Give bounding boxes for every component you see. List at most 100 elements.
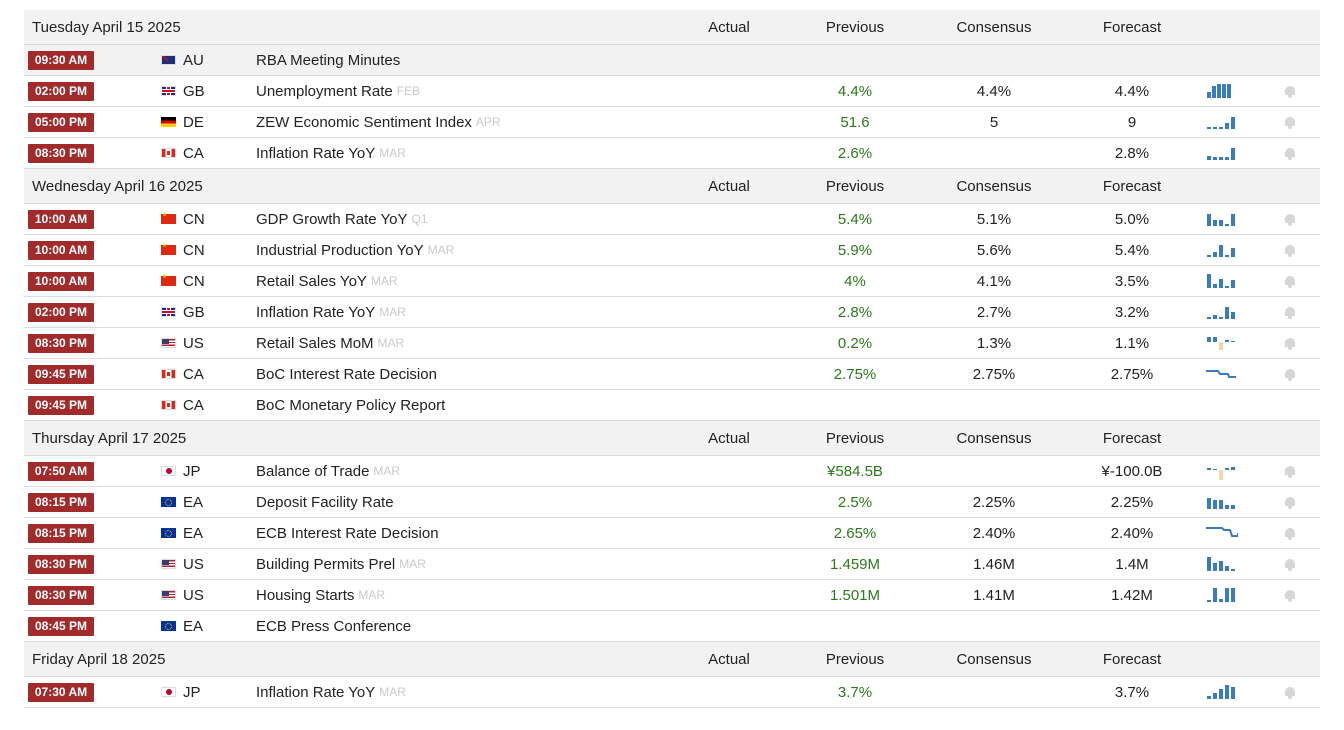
- country-code[interactable]: GB: [183, 303, 205, 321]
- alert-bell-button[interactable]: [1284, 204, 1298, 234]
- country-code[interactable]: CA: [183, 396, 204, 414]
- alert-bell-button[interactable]: [1284, 107, 1298, 137]
- sparkline-chart[interactable]: [1204, 549, 1238, 579]
- event-name[interactable]: RBA Meeting Minutes: [256, 45, 400, 75]
- sparkline-chart[interactable]: [1204, 107, 1238, 137]
- event-row[interactable]: 08:30 PM US Housing Starts MAR 1.501M 1.41M 1.…: [24, 580, 1320, 611]
- alert-bell-button[interactable]: [1284, 297, 1298, 327]
- event-name[interactable]: ECB Press Conference: [256, 611, 411, 641]
- country-code[interactable]: CA: [183, 365, 204, 383]
- previous-column-header[interactable]: Previous: [825, 650, 885, 668]
- alert-bell-button[interactable]: [1284, 235, 1298, 265]
- event-name[interactable]: Building Permits Prel MAR: [256, 549, 426, 579]
- event-title[interactable]: RBA Meeting Minutes: [256, 51, 401, 69]
- actual-column-header[interactable]: Actual: [708, 650, 750, 668]
- sparkline-chart[interactable]: [1204, 359, 1238, 389]
- event-name[interactable]: Inflation Rate YoY MAR: [256, 677, 406, 707]
- event-title[interactable]: ECB Interest Rate Decision: [256, 524, 439, 542]
- event-title[interactable]: Inflation Rate YoY: [256, 303, 376, 321]
- event-title[interactable]: BoC Interest Rate Decision: [256, 365, 437, 383]
- actual-column-header[interactable]: Actual: [708, 177, 750, 195]
- event-title[interactable]: Inflation Rate YoY: [256, 144, 376, 162]
- event-row[interactable]: 09:45 PM CA BoC Monetary Policy Report: [24, 390, 1320, 421]
- sparkline-chart[interactable]: [1204, 456, 1238, 486]
- event-title[interactable]: Inflation Rate YoY: [256, 683, 376, 701]
- alert-bell-button[interactable]: [1284, 487, 1298, 517]
- country-code[interactable]: CN: [183, 241, 205, 259]
- event-title[interactable]: Unemployment Rate: [256, 82, 393, 100]
- event-name[interactable]: ECB Interest Rate Decision: [256, 518, 439, 548]
- forecast-column-header[interactable]: Forecast: [1102, 18, 1162, 36]
- event-name[interactable]: GDP Growth Rate YoY Q1: [256, 204, 428, 234]
- alert-bell-button[interactable]: [1284, 549, 1298, 579]
- event-title[interactable]: Building Permits Prel: [256, 555, 396, 573]
- event-name[interactable]: Retail Sales MoM MAR: [256, 328, 404, 358]
- alert-bell-button[interactable]: [1284, 580, 1298, 610]
- country-code[interactable]: AU: [183, 51, 204, 69]
- previous-column-header[interactable]: Previous: [825, 177, 885, 195]
- event-title[interactable]: BoC Monetary Policy Report: [256, 396, 446, 414]
- sparkline-chart[interactable]: [1204, 580, 1238, 610]
- sparkline-chart[interactable]: [1204, 76, 1238, 106]
- event-row[interactable]: 09:45 PM CA BoC Interest Rate Decision 2.75…: [24, 359, 1320, 390]
- country-code[interactable]: EA: [183, 493, 204, 511]
- event-title[interactable]: GDP Growth Rate YoY: [256, 210, 408, 228]
- event-row[interactable]: 08:45 PM EA ECB Press Conference: [24, 611, 1320, 642]
- event-row[interactable]: 08:15 PM EA Deposit Facility Rate 2.5% 2.25%…: [24, 487, 1320, 518]
- event-title[interactable]: Industrial Production YoY: [256, 241, 424, 259]
- consensus-column-header[interactable]: Consensus: [956, 18, 1032, 36]
- alert-bell-button[interactable]: [1284, 359, 1298, 389]
- actual-column-header[interactable]: Actual: [708, 18, 750, 36]
- sparkline-chart[interactable]: [1204, 235, 1238, 265]
- alert-bell-button[interactable]: [1284, 76, 1298, 106]
- alert-bell-button[interactable]: [1284, 677, 1298, 707]
- country-code[interactable]: EA: [183, 524, 204, 542]
- country-code[interactable]: CA: [183, 144, 204, 162]
- consensus-column-header[interactable]: Consensus: [956, 177, 1032, 195]
- actual-column-header[interactable]: Actual: [708, 429, 750, 447]
- event-name[interactable]: Housing Starts MAR: [256, 580, 385, 610]
- alert-bell-button[interactable]: [1284, 328, 1298, 358]
- sparkline-chart[interactable]: [1204, 487, 1238, 517]
- country-code[interactable]: CN: [183, 272, 205, 290]
- event-title[interactable]: Retail Sales YoY: [256, 272, 367, 290]
- event-name[interactable]: BoC Monetary Policy Report: [256, 390, 445, 420]
- event-row[interactable]: 08:30 PM US Building Permits Prel MAR 1.459M…: [24, 549, 1320, 580]
- country-code[interactable]: EA: [183, 617, 204, 635]
- event-name[interactable]: Inflation Rate YoY MAR: [256, 138, 406, 168]
- sparkline-chart[interactable]: [1204, 266, 1238, 296]
- event-row[interactable]: 09:30 AM AU RBA Meeting Minutes: [24, 45, 1320, 76]
- event-row[interactable]: 08:15 PM EA ECB Interest Rate Decision 2.65…: [24, 518, 1320, 549]
- forecast-column-header[interactable]: Forecast: [1102, 429, 1162, 447]
- consensus-column-header[interactable]: Consensus: [956, 429, 1032, 447]
- event-name[interactable]: Balance of Trade MAR: [256, 456, 400, 486]
- country-code[interactable]: US: [183, 555, 204, 573]
- sparkline-chart[interactable]: [1204, 677, 1238, 707]
- event-row[interactable]: 02:00 PM GB Inflation Rate YoY MAR 2.8% 2.7% 3…: [24, 297, 1320, 328]
- event-title[interactable]: ECB Press Conference: [256, 617, 412, 635]
- country-code[interactable]: US: [183, 586, 204, 604]
- event-row[interactable]: 08:30 PM US Retail Sales MoM MAR 0.2% 1.3% 1.1…: [24, 328, 1320, 359]
- event-name[interactable]: Deposit Facility Rate: [256, 487, 394, 517]
- sparkline-chart[interactable]: [1204, 297, 1238, 327]
- alert-bell-button[interactable]: [1284, 266, 1298, 296]
- sparkline-chart[interactable]: [1204, 204, 1238, 234]
- event-title[interactable]: ZEW Economic Sentiment Index: [256, 113, 472, 131]
- event-title[interactable]: Retail Sales MoM: [256, 334, 374, 352]
- event-row[interactable]: 08:30 PM CA Inflation Rate YoY MAR 2.6% 2.8%: [24, 138, 1320, 169]
- forecast-column-header[interactable]: Forecast: [1102, 177, 1162, 195]
- previous-column-header[interactable]: Previous: [825, 429, 885, 447]
- event-name[interactable]: Retail Sales YoY MAR: [256, 266, 398, 296]
- event-title[interactable]: Deposit Facility Rate: [256, 493, 394, 511]
- event-name[interactable]: ZEW Economic Sentiment Index APR: [256, 107, 501, 137]
- sparkline-chart[interactable]: [1204, 328, 1238, 358]
- event-name[interactable]: Inflation Rate YoY MAR: [256, 297, 406, 327]
- country-code[interactable]: US: [183, 334, 204, 352]
- event-name[interactable]: Unemployment Rate FEB: [256, 76, 420, 106]
- event-row[interactable]: 02:00 PM GB Unemployment Rate FEB 4.4% 4.4% 4.…: [24, 76, 1320, 107]
- event-name[interactable]: BoC Interest Rate Decision: [256, 359, 437, 389]
- alert-bell-button[interactable]: [1284, 138, 1298, 168]
